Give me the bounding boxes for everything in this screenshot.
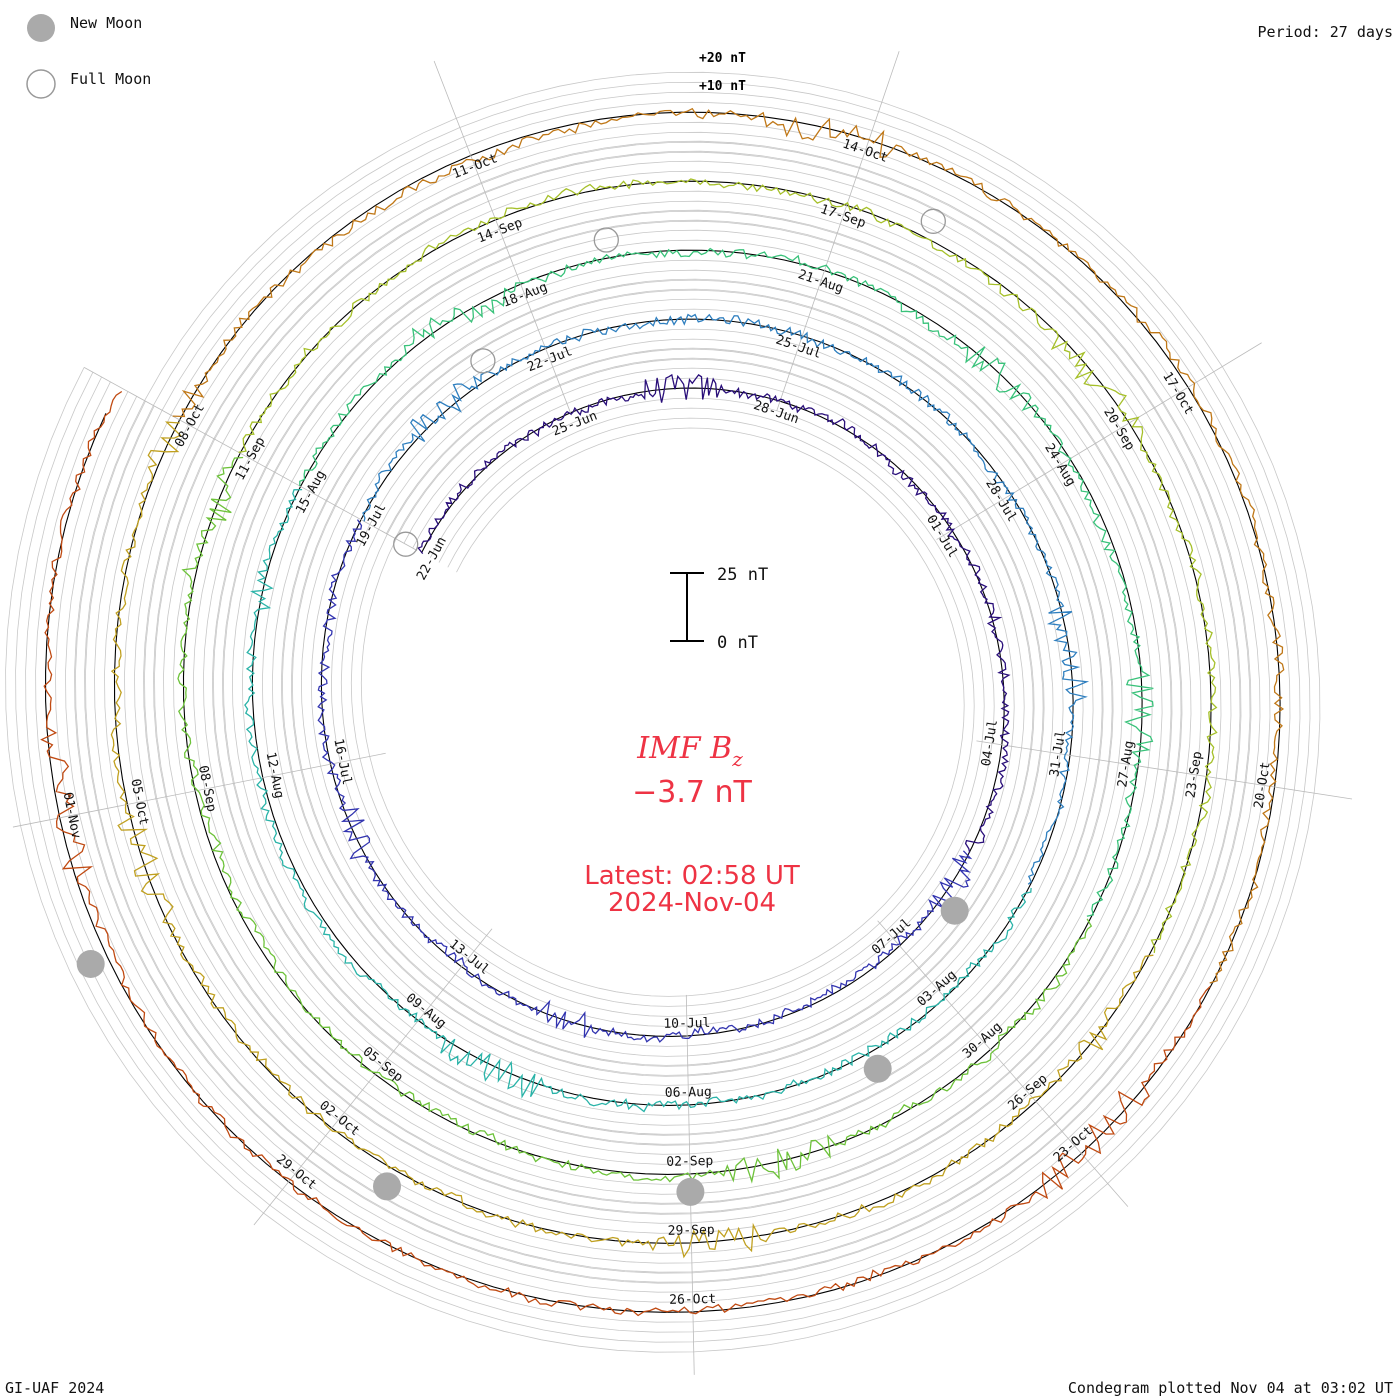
moon-layer [76, 208, 969, 1206]
date-label-15-Aug: 15-Aug [293, 468, 329, 516]
date-label-27-Aug: 27-Aug [1115, 740, 1137, 789]
spiral-grid-2 [75, 141, 1251, 1283]
date-label-25-Jun: 25-Jun [550, 409, 599, 440]
date-label-14-Sep: 14-Sep [475, 215, 524, 246]
radial-spoke-4 [936, 342, 1262, 540]
bz-trace-cycle-5-part2 [40, 390, 1211, 1317]
bz-trace-cycle-4-part2 [110, 421, 1154, 1259]
full-moon-marker-5 [593, 227, 619, 253]
scale-bar-top-label: 25 nT [717, 565, 768, 585]
new-moon-marker-6 [676, 1177, 705, 1206]
legend: New Moon Full Moon [26, 14, 151, 99]
date-label-29-Sep: 29-Sep [668, 1223, 715, 1239]
bz-trace-cycle-1-part1 [417, 373, 1011, 853]
ref-label-plus10: +10 nT [699, 79, 746, 94]
date-label-28-Jun: 28-Jun [751, 398, 800, 427]
new-moon-marker-2 [940, 896, 969, 925]
date-label-20-Sep: 20-Sep [1100, 405, 1137, 453]
spiral-grid-3 [65, 131, 1261, 1293]
bz-trace-cycle-3-part2 [177, 456, 1093, 1184]
date-label-06-Aug: 06-Aug [665, 1085, 712, 1101]
radial-spoke-6 [877, 920, 1129, 1207]
bz-trace-cycle-1-part2 [317, 519, 973, 1043]
full-moon-marker-3 [470, 348, 496, 374]
full-moon-icon [26, 69, 56, 99]
date-label-22-Jul: 22-Jul [525, 344, 574, 375]
full-moon-marker-7 [920, 208, 946, 234]
date-label-18-Aug: 18-Aug [500, 280, 549, 311]
new-moon-icon [27, 14, 55, 42]
grid-layer [5, 51, 1353, 1375]
new-moon-marker-9 [76, 950, 105, 978]
date-label-23-Sep: 23-Sep [1183, 750, 1205, 799]
date-label-28-Jul: 28-Jul [982, 477, 1019, 525]
date-label-17-Oct: 17-Oct [1159, 370, 1196, 418]
plotted-label: Condegram plotted Nov 04 at 03:02 UT [1068, 1379, 1393, 1397]
latest-time: Latest: 02:58 UT [584, 861, 800, 891]
date-label-22-Jun: 22-Jun [414, 535, 450, 583]
date-label-26-Oct: 26-Oct [669, 1292, 716, 1308]
date-label-11-Oct: 11-Oct [450, 151, 499, 182]
full-moon-marker-1 [393, 531, 419, 557]
radial-spoke-9 [12, 752, 386, 828]
date-label-02-Sep: 02-Sep [666, 1154, 713, 1170]
latest-date: 2024-Nov-04 [608, 888, 776, 918]
spiral-grid-7 [15, 81, 1311, 1343]
legend-full-moon-label: Full Moon [70, 70, 151, 88]
bz-trace-cycle-4-part1 [238, 178, 1218, 953]
bz-trace-cycle-2-part2 [244, 488, 1032, 1113]
radial-spoke-2 [433, 60, 572, 416]
date-label-19-Jul: 19-Jul [354, 501, 390, 549]
date-label-11-Sep: 11-Sep [233, 435, 269, 484]
radial-spoke-3 [776, 51, 900, 412]
date-label-20-Oct: 20-Oct [1252, 761, 1274, 810]
date-label-17-Sep: 17-Sep [818, 202, 867, 231]
radial-spoke-5 [976, 740, 1353, 800]
bz-trace-cycle-5-part1 [172, 107, 1285, 984]
date-label-04-Jul: 04-Jul [979, 719, 1001, 768]
spiral-grid-4 [55, 121, 1271, 1303]
spiral-grid-8 [5, 71, 1321, 1353]
radial-spoke-8 [253, 928, 493, 1226]
period-label: Period: 27 days [1258, 23, 1393, 41]
date-label-31-Jul: 31-Jul [1047, 729, 1069, 778]
credit-label: GI-UAF 2024 [5, 1379, 104, 1397]
scale-bar-bottom-label: 0 nT [717, 633, 758, 653]
scale-bar: 25 nT 0 nT [670, 565, 768, 653]
new-moon-marker-8 [373, 1172, 401, 1201]
date-label-08-Oct: 08-Oct [172, 402, 208, 450]
spiral-grid-5 [35, 101, 1291, 1323]
legend-new-moon-label: New Moon [70, 14, 142, 32]
bz-trace-cycle-3-part1 [299, 247, 1154, 917]
chart-title: IMF Bz [636, 731, 743, 771]
ref-label-plus20: +20 nT [699, 51, 746, 66]
current-value: −3.7 nT [632, 775, 752, 810]
new-moon-marker-4 [863, 1054, 892, 1083]
radial-spoke-1 [83, 367, 418, 551]
date-label-25-Jul: 25-Jul [774, 333, 823, 362]
spiral-grid-6 [25, 91, 1301, 1333]
date-label-10-Jul: 10-Jul [663, 1016, 710, 1032]
spiral-grid-1 [85, 151, 1241, 1273]
